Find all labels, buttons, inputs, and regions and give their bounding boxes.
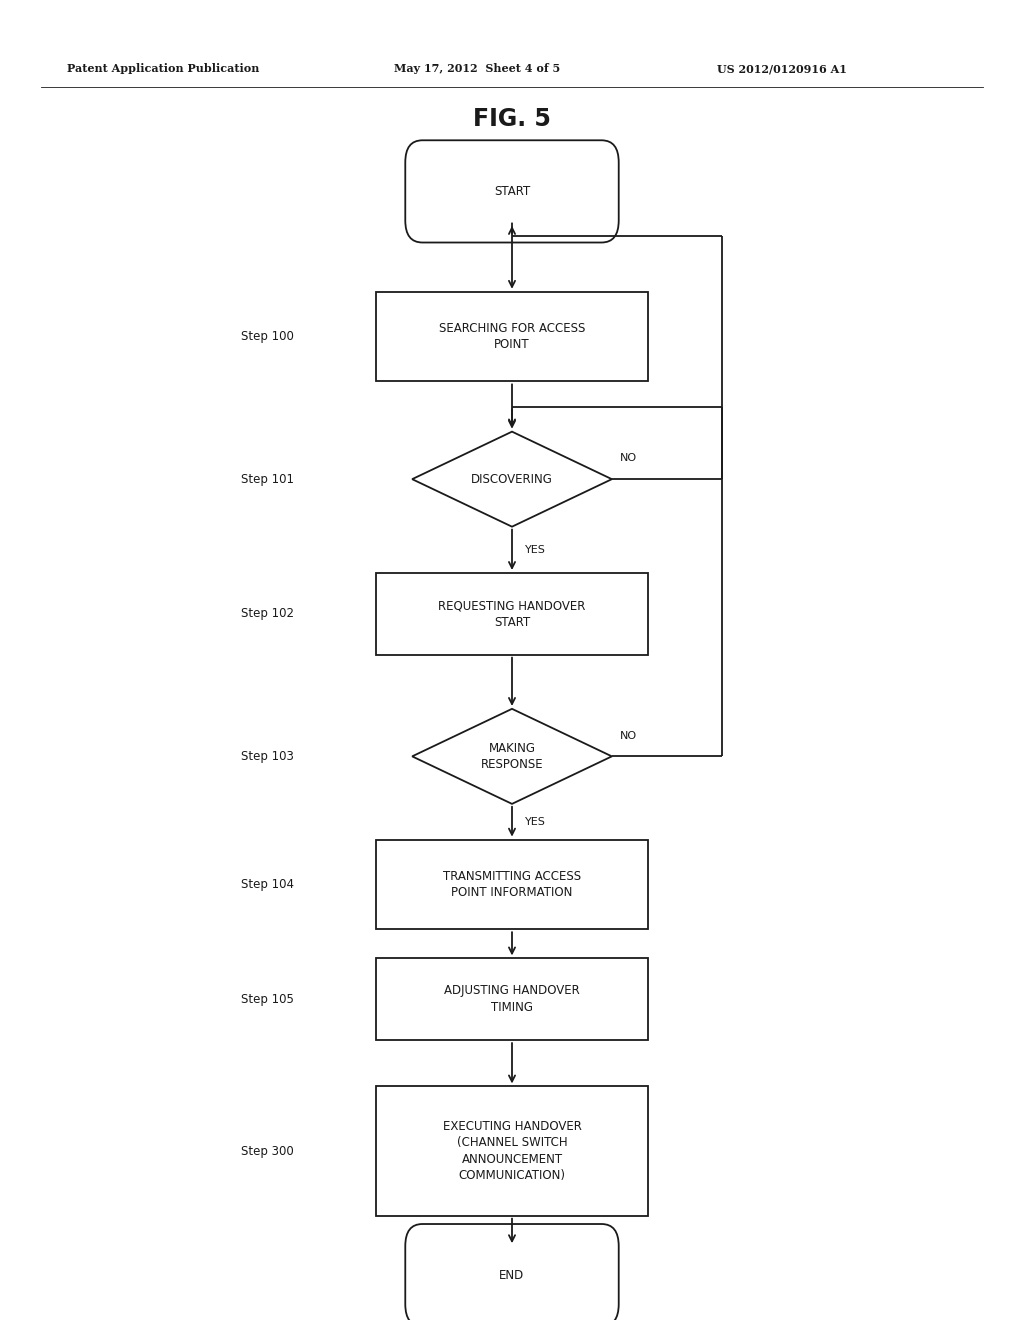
Text: MAKING
RESPONSE: MAKING RESPONSE (480, 742, 544, 771)
Text: SEARCHING FOR ACCESS
POINT: SEARCHING FOR ACCESS POINT (439, 322, 585, 351)
Polygon shape (412, 709, 612, 804)
Text: Step 100: Step 100 (241, 330, 294, 343)
Text: Step 300: Step 300 (241, 1144, 294, 1158)
Text: Step 105: Step 105 (241, 993, 294, 1006)
Text: US 2012/0120916 A1: US 2012/0120916 A1 (717, 63, 847, 74)
Text: FIG. 5: FIG. 5 (473, 107, 551, 131)
Text: May 17, 2012  Sheet 4 of 5: May 17, 2012 Sheet 4 of 5 (394, 63, 560, 74)
Text: DISCOVERING: DISCOVERING (471, 473, 553, 486)
Text: YES: YES (525, 817, 546, 826)
FancyBboxPatch shape (406, 140, 618, 243)
Bar (377, 840, 648, 929)
Text: Patent Application Publication: Patent Application Publication (67, 63, 259, 74)
Text: ADJUSTING HANDOVER
TIMING: ADJUSTING HANDOVER TIMING (444, 985, 580, 1014)
Text: END: END (500, 1269, 524, 1282)
FancyBboxPatch shape (406, 1224, 618, 1320)
Bar (377, 958, 648, 1040)
Text: Step 104: Step 104 (241, 878, 294, 891)
Text: EXECUTING HANDOVER
(CHANNEL SWITCH
ANNOUNCEMENT
COMMUNICATION): EXECUTING HANDOVER (CHANNEL SWITCH ANNOU… (442, 1119, 582, 1183)
Bar (377, 1086, 648, 1216)
Polygon shape (412, 432, 612, 527)
Text: START: START (494, 185, 530, 198)
Text: REQUESTING HANDOVER
START: REQUESTING HANDOVER START (438, 599, 586, 628)
Text: TRANSMITTING ACCESS
POINT INFORMATION: TRANSMITTING ACCESS POINT INFORMATION (443, 870, 581, 899)
Text: YES: YES (525, 545, 546, 554)
Text: Step 102: Step 102 (241, 607, 294, 620)
Text: NO: NO (621, 730, 637, 741)
Text: Step 101: Step 101 (241, 473, 294, 486)
Bar (377, 573, 648, 655)
Text: Step 103: Step 103 (241, 750, 294, 763)
Bar (377, 292, 648, 381)
Text: NO: NO (621, 453, 637, 463)
